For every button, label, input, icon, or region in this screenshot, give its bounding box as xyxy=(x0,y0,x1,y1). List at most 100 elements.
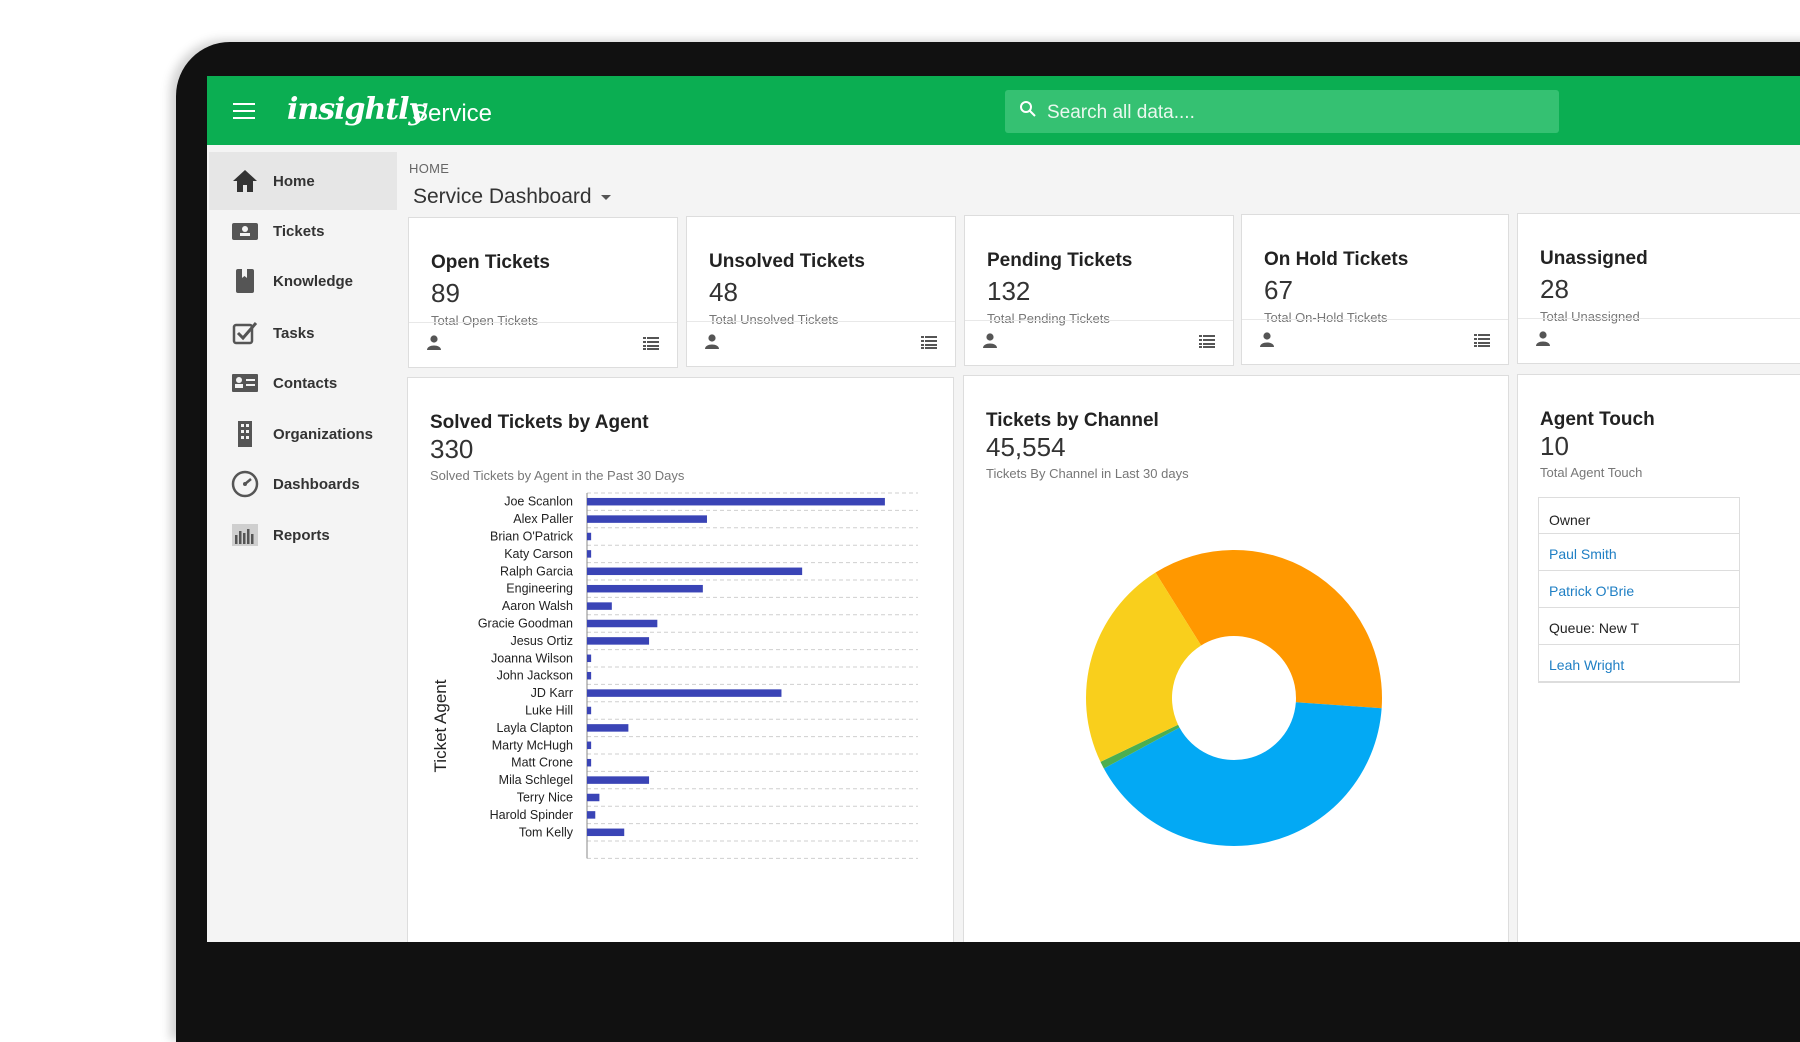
agent-bar[interactable] xyxy=(587,724,629,732)
gauge-icon xyxy=(231,470,259,498)
agent-bar[interactable] xyxy=(587,567,803,576)
agent-label: Harold Spinder xyxy=(490,808,573,822)
donut-slice[interactable] xyxy=(1103,702,1382,846)
agent-bar[interactable] xyxy=(587,741,592,750)
dashboard-selector[interactable]: Service Dashboard xyxy=(413,185,611,209)
ticket-icon xyxy=(232,223,258,240)
panel-value: 45,554 xyxy=(986,432,1066,462)
donut-slice[interactable] xyxy=(1086,572,1202,762)
agent-touch-panel: Agent Touch 10 Total Agent Touch Owner P… xyxy=(1517,374,1800,942)
user-icon[interactable] xyxy=(705,334,719,349)
agent-bar[interactable] xyxy=(587,811,596,819)
list-icon[interactable] xyxy=(921,336,937,349)
sidebar-item-home[interactable]: Home xyxy=(209,152,397,210)
panel-value: 10 xyxy=(1540,431,1569,461)
agent-bar[interactable] xyxy=(587,793,600,802)
card-value: 28 xyxy=(1540,274,1569,304)
agent-bar[interactable] xyxy=(587,706,592,715)
sidebar-item-contacts[interactable]: Contacts xyxy=(209,354,397,412)
sidebar-item-knowledge[interactable]: Knowledge xyxy=(209,252,397,310)
agent-bar[interactable] xyxy=(587,776,650,784)
sidebar-item-tasks[interactable]: Tasks xyxy=(209,304,397,362)
sidebar-item-label: Organizations xyxy=(273,426,374,443)
table-row[interactable]: Paul Smith xyxy=(1539,534,1739,571)
agent-bar[interactable] xyxy=(587,654,592,663)
card-title: Unassigned xyxy=(1540,248,1648,269)
user-icon[interactable] xyxy=(1536,331,1550,346)
agent-bar[interactable] xyxy=(587,497,885,506)
agent-label: Terry Nice xyxy=(517,791,573,805)
sidebar-item-label: Tasks xyxy=(273,325,315,342)
agent-label: Alex Paller xyxy=(513,512,573,526)
search-icon xyxy=(1020,101,1036,117)
tickets-by-channel-panel: Tickets by Channel 45,554 Tickets By Cha… xyxy=(963,375,1509,942)
agent-label: Joe Scanlon xyxy=(504,495,573,509)
list-icon[interactable] xyxy=(1199,335,1215,348)
agent-label: Marty McHugh xyxy=(492,738,573,752)
agent-bar[interactable] xyxy=(587,671,592,680)
unsolved-tickets-card: Unsolved Tickets 48 Total Unsolved Ticke… xyxy=(686,216,956,367)
sidebar-item-reports[interactable]: Reports xyxy=(209,506,397,564)
agent-label: Mila Schlegel xyxy=(499,773,573,787)
pending-tickets-card: Pending Tickets 132 Total Pending Ticket… xyxy=(964,215,1234,366)
solved-by-agent-panel: Solved Tickets by Agent 330 Solved Ticke… xyxy=(407,377,954,942)
agent-bar[interactable] xyxy=(587,532,592,541)
agent-bar[interactable] xyxy=(587,515,707,523)
sidebar-item-dashboards[interactable]: Dashboards xyxy=(209,455,397,513)
card-subtitle: Total Pending Tickets xyxy=(987,311,1110,326)
card-value: 67 xyxy=(1264,275,1293,305)
book-icon xyxy=(236,269,254,293)
app-logo[interactable]: insightly xyxy=(287,92,426,127)
sidebar-item-label: Tickets xyxy=(273,223,325,240)
agent-bar[interactable] xyxy=(587,637,650,645)
panel-value: 330 xyxy=(430,434,474,464)
search-placeholder: Search all data.... xyxy=(1047,102,1195,123)
agent-bar-chart: Ticket Agent Joe Scanlon Alex Paller Brian… xyxy=(431,492,918,859)
home-icon xyxy=(233,170,257,192)
agent-label: Tom Kelly xyxy=(519,825,574,839)
list-icon[interactable] xyxy=(1474,334,1490,347)
sidebar-item-label: Home xyxy=(273,173,315,190)
agent-bar[interactable] xyxy=(587,619,658,628)
donut-slice[interactable] xyxy=(1100,724,1180,769)
app-screen: insightly Service Search all data.... Ho… xyxy=(207,76,1800,942)
menu-icon[interactable] xyxy=(233,103,255,119)
page-title: Service Dashboard xyxy=(413,185,592,208)
agent-bar[interactable] xyxy=(587,828,625,837)
agent-bar[interactable] xyxy=(587,758,592,767)
card-subtitle: Total Unsolved Tickets xyxy=(709,312,839,327)
card-subtitle: Total Open Tickets xyxy=(431,313,538,328)
donut-slice[interactable] xyxy=(1155,550,1382,709)
contact-card-icon xyxy=(232,374,258,392)
table-row[interactable]: Patrick O'Brie xyxy=(1539,571,1739,608)
agent-bar[interactable] xyxy=(587,689,782,697)
open-tickets-card: Open Tickets 89 Total Open Tickets xyxy=(408,217,678,368)
user-icon[interactable] xyxy=(1260,332,1274,347)
agent-bar[interactable] xyxy=(587,584,703,593)
card-footer xyxy=(687,321,955,366)
user-icon[interactable] xyxy=(983,333,997,348)
agent-bar[interactable] xyxy=(587,602,612,610)
table-row[interactable]: Leah Wright xyxy=(1539,645,1739,682)
sidebar-item-tickets[interactable]: Tickets xyxy=(209,202,397,260)
panel-subtitle: Total Agent Touch xyxy=(1540,465,1643,480)
agent-label: Engineering xyxy=(506,582,573,596)
card-footer xyxy=(1242,319,1508,364)
card-footer xyxy=(409,322,677,367)
checkbox-icon xyxy=(232,322,258,345)
column-header-owner[interactable]: Owner xyxy=(1539,498,1739,534)
breadcrumb[interactable]: HOME xyxy=(409,161,450,176)
on-hold-tickets-card: On Hold Tickets 67 Total On-Hold Tickets xyxy=(1241,214,1509,365)
agent-label: John Jackson xyxy=(497,669,573,683)
agent-bar[interactable] xyxy=(587,550,592,558)
agent-label: Luke Hill xyxy=(525,704,573,718)
sidebar-item-organizations[interactable]: Organizations xyxy=(209,405,397,463)
building-icon xyxy=(238,421,252,447)
top-bar: insightly Service Search all data.... xyxy=(207,76,1800,145)
agent-label: Matt Crone xyxy=(511,756,573,770)
panel-title: Agent Touch xyxy=(1540,409,1655,430)
search-input[interactable]: Search all data.... xyxy=(1005,90,1559,133)
unassigned-tickets-card: Unassigned 28 Total Unassigned xyxy=(1517,213,1800,364)
list-icon[interactable] xyxy=(643,337,659,350)
user-icon[interactable] xyxy=(427,335,441,350)
